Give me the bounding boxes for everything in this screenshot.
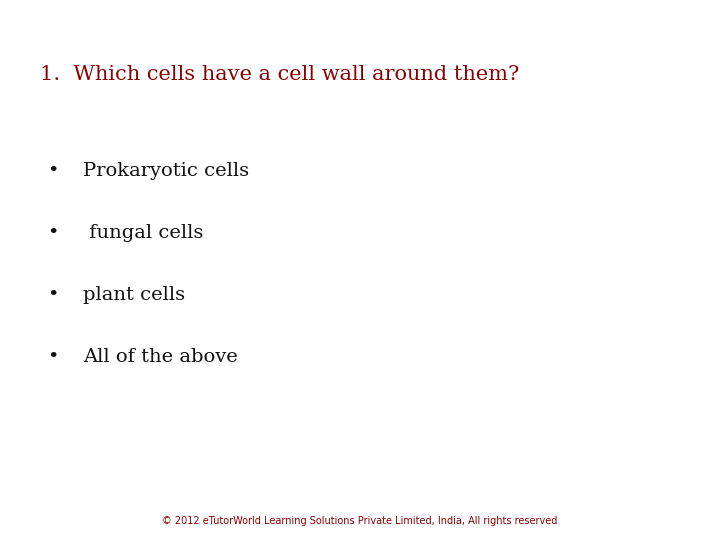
Text: Prokaryotic cells: Prokaryotic cells bbox=[83, 162, 249, 180]
Text: fungal cells: fungal cells bbox=[83, 224, 203, 242]
Text: •: • bbox=[47, 224, 58, 242]
Text: •: • bbox=[47, 162, 58, 180]
Text: •: • bbox=[47, 286, 58, 304]
Text: plant cells: plant cells bbox=[83, 286, 185, 304]
Text: All of the above: All of the above bbox=[83, 348, 238, 366]
Text: 1.  Which cells have a cell wall around them?: 1. Which cells have a cell wall around t… bbox=[40, 65, 519, 84]
Text: •: • bbox=[47, 348, 58, 366]
Text: © 2012 eTutorWorld Learning Solutions Private Limited, India, All rights reserve: © 2012 eTutorWorld Learning Solutions Pr… bbox=[162, 516, 558, 526]
